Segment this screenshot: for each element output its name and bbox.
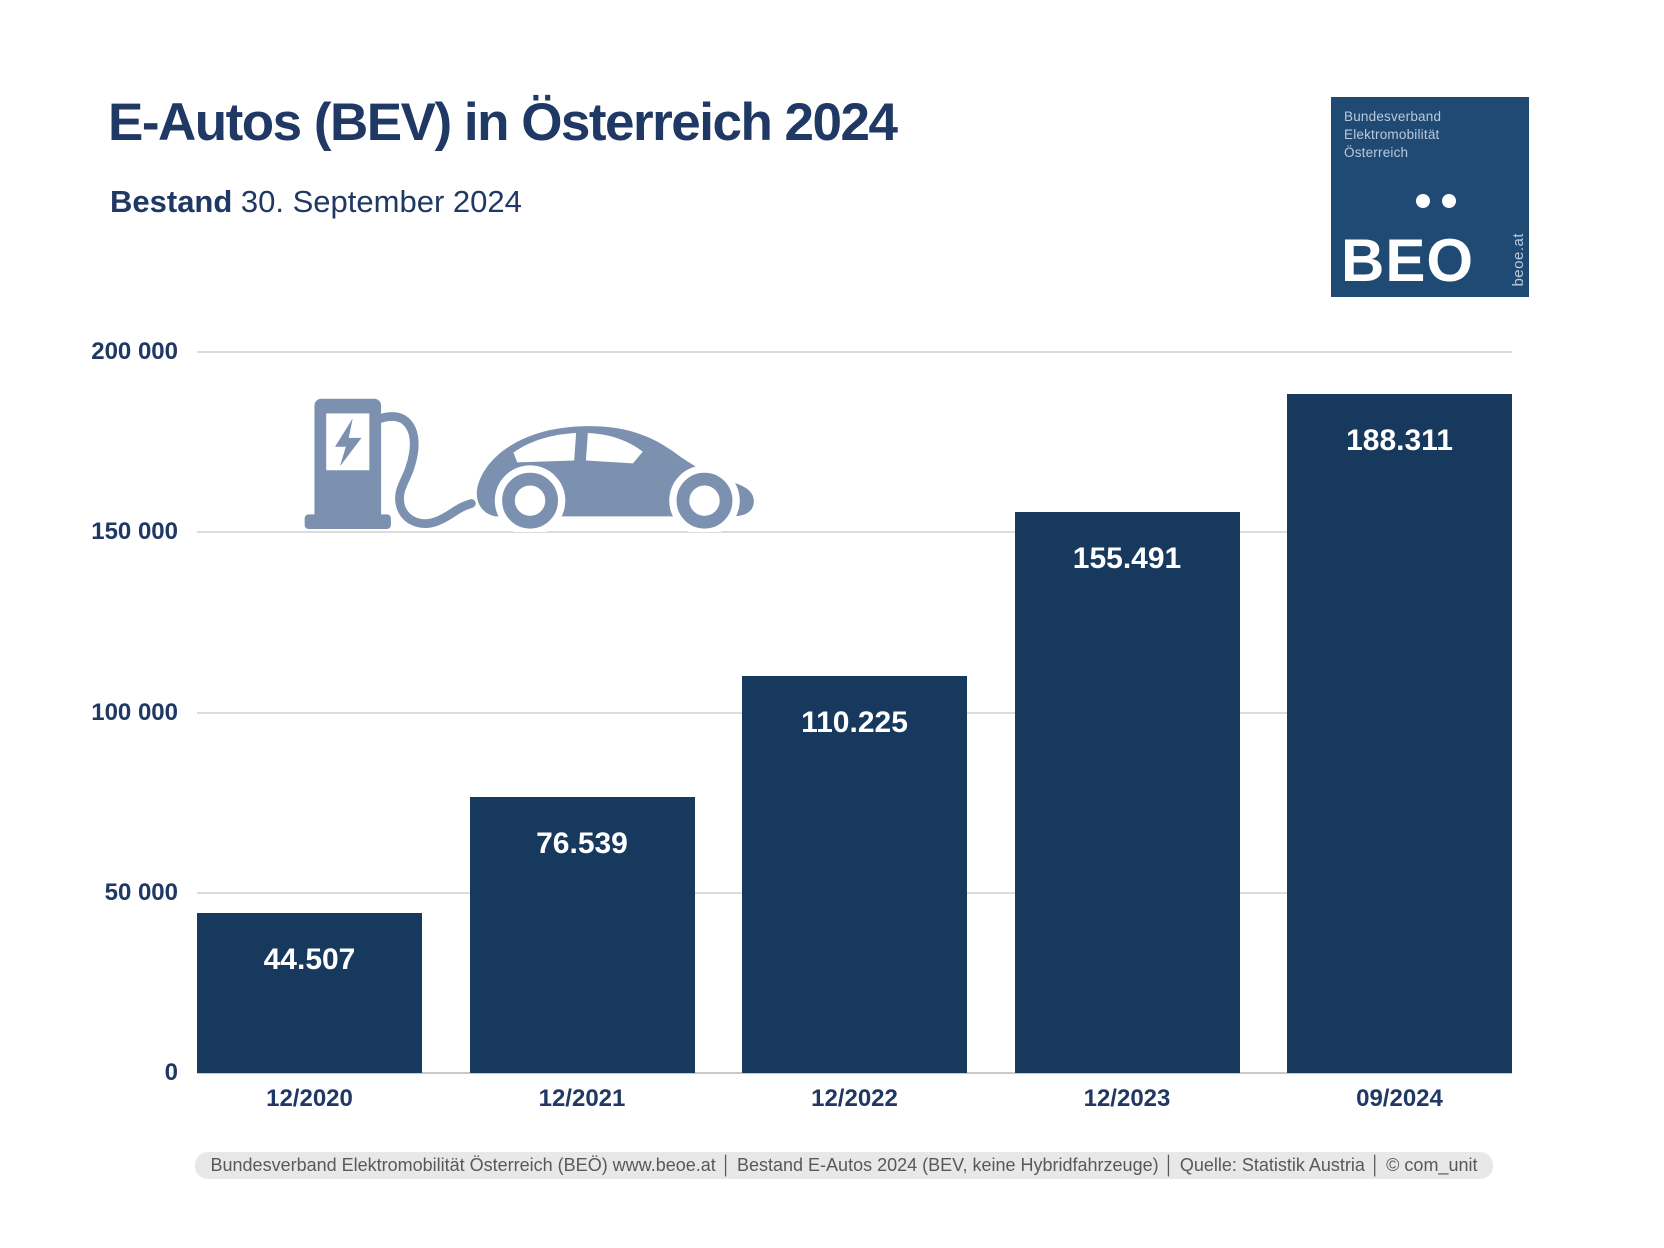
gridline-150000 [197, 531, 1512, 534]
page-subtitle: Bestand 30. September 2024 [110, 184, 522, 220]
x-axis-label: 12/2022 [811, 1085, 898, 1112]
y-axis-label: 200 000 [91, 338, 178, 365]
umlaut-dot-icon [1416, 194, 1430, 208]
car-rear-window [513, 433, 577, 463]
logo-org-name: Bundesverband Elektromobilität Österreic… [1344, 109, 1442, 160]
logo-website: beoe.at [1510, 233, 1527, 287]
subtitle-date: 30. September 2024 [232, 184, 522, 219]
bar-value-label: 44.507 [263, 942, 356, 976]
charging-cable [376, 412, 476, 528]
logo-wordmark: BEO [1341, 227, 1475, 294]
x-axis-label: 12/2021 [538, 1085, 626, 1112]
bar-value-label: 188.311 [1346, 424, 1453, 458]
bar-09/2024: 188.311 [1287, 394, 1512, 1073]
beo-logo: Bundesverband Elektromobilität Österreic… [1331, 97, 1529, 297]
bar-value-label: 155.491 [1072, 542, 1182, 576]
car-wheel-icon [676, 472, 733, 529]
car-wheel-icon [502, 472, 558, 529]
car-front-window [585, 433, 643, 464]
bar-12/2020: 44.507 [197, 912, 422, 1073]
y-axis-label: 100 000 [91, 698, 178, 726]
umlaut-dot-icon [1442, 194, 1456, 208]
source-footer: Bundesverband Elektromobilität Österreic… [195, 1152, 1493, 1179]
gridline-0 [197, 1072, 1512, 1074]
x-axis-label: 12/2020 [266, 1085, 353, 1112]
x-axis-label: 09/2024 [1356, 1085, 1443, 1112]
gridline-200000 [197, 351, 1512, 353]
bar-12/2023: 155.491 [1014, 512, 1240, 1073]
y-axis-label: 50 000 [104, 878, 178, 906]
plot-area: 44.507 76.539 110.225 155.491 188.311 [197, 351, 1512, 1074]
subtitle-bestand: Bestand [110, 184, 233, 219]
bar-value-label: 110.225 [801, 705, 908, 739]
bar-12/2021: 76.539 [469, 797, 695, 1073]
x-axis-label: 12/2023 [1083, 1085, 1171, 1112]
lightning-bolt-icon [335, 418, 362, 467]
y-axis-label: 0 [164, 1059, 178, 1086]
bar-12/2022: 110.225 [742, 675, 967, 1073]
ev-charging-car-icon [298, 385, 768, 536]
bar-value-label: 76.539 [536, 827, 628, 861]
y-axis-label: 150 000 [91, 518, 178, 546]
page-title: E-Autos (BEV) in Österreich 2024 [108, 93, 898, 152]
